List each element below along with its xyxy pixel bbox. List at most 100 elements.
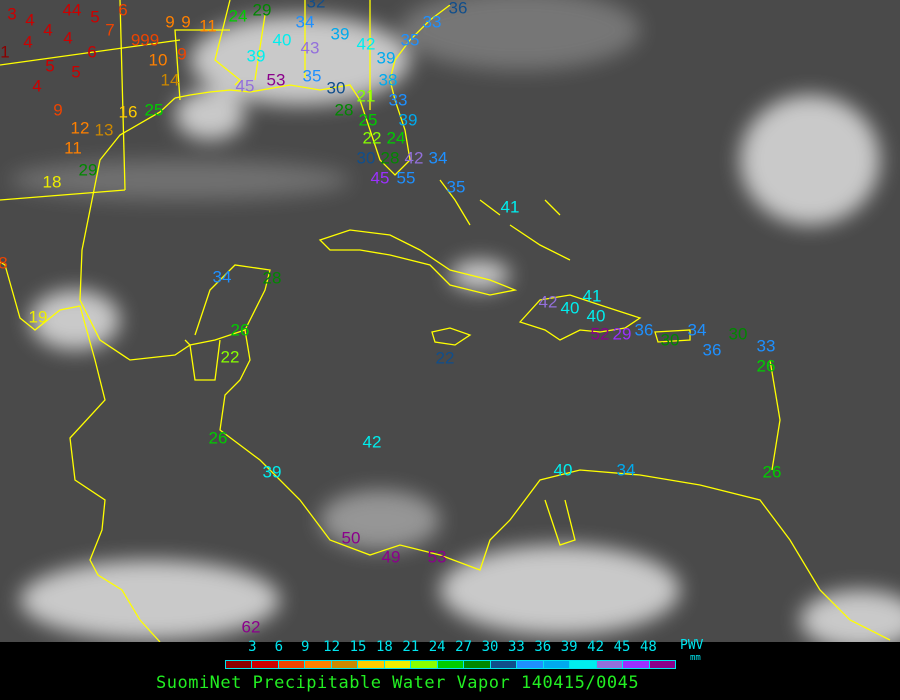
station-pwv-label: 39 xyxy=(262,462,282,482)
cloud-layer xyxy=(10,0,900,642)
station-pwv-label: 52 xyxy=(590,324,610,344)
station-pwv-label: 5 xyxy=(71,62,81,82)
legend-tick-label: 45 xyxy=(613,639,631,655)
station-pwv-label: 39 xyxy=(330,24,350,44)
station-pwv-label: 42 xyxy=(356,34,376,54)
station-pwv-label: 21 xyxy=(356,86,376,106)
station-pwv-label: 1 xyxy=(0,42,10,62)
station-pwv-label: 5 xyxy=(90,7,100,27)
station-pwv-label: 33 xyxy=(422,12,442,32)
legend-unit-sub: mm xyxy=(690,653,701,663)
station-pwv-label: 29 xyxy=(252,0,272,20)
station-pwv-label: 10 xyxy=(148,50,168,70)
legend-colorbar xyxy=(225,660,676,669)
station-pwv-label: 26 xyxy=(208,428,228,448)
legend-color-swatch xyxy=(649,661,675,668)
station-pwv-label: 33 xyxy=(756,336,776,356)
legend-color-swatch xyxy=(252,661,279,668)
station-pwv-label: 26 xyxy=(756,356,776,376)
station-pwv-label: 6 xyxy=(87,42,97,62)
legend-color-swatch xyxy=(490,661,518,668)
station-pwv-label: 34 xyxy=(687,320,707,340)
station-pwv-label: 50 xyxy=(341,528,361,548)
station-pwv-label: 34 xyxy=(616,460,636,480)
image-caption: SuomiNet Precipitable Water Vapor 140415… xyxy=(156,673,640,693)
station-pwv-label: 29 xyxy=(78,160,98,180)
station-pwv-label: 999 xyxy=(130,30,160,50)
station-pwv-label: 9 xyxy=(177,44,187,64)
station-pwv-label: 49 xyxy=(381,547,401,567)
legend-tick-label: 18 xyxy=(375,639,393,655)
station-pwv-label: 28 xyxy=(334,100,354,120)
legend-color-swatch xyxy=(331,661,359,668)
station-pwv-label: 53 xyxy=(427,547,447,567)
legend-tick-label: 42 xyxy=(587,639,605,655)
station-pwv-label: 9 xyxy=(53,100,63,120)
satellite-image: 3 4 44 5 6 7 999 9 9 11 4 4 4 1 6 5 5 4 10 9 14 9 12 13 16 25 11 29… xyxy=(0,0,900,642)
legend-color-swatch xyxy=(411,661,438,668)
station-pwv-label: 36 xyxy=(634,320,654,340)
station-pwv-label: 43 xyxy=(300,38,320,58)
station-pwv-label: 12 xyxy=(70,118,90,138)
station-pwv-label: 35 xyxy=(446,177,466,197)
station-pwv-label: 4 xyxy=(25,10,35,30)
legend-color-swatch xyxy=(384,661,412,668)
legend-unit-label: PWV xyxy=(680,638,704,653)
legend-tick-label: 15 xyxy=(349,639,367,655)
station-pwv-label: 32 xyxy=(306,0,326,12)
station-pwv-label: 22 xyxy=(220,347,240,367)
station-pwv-label: 42 xyxy=(362,432,382,452)
station-pwv-label: 40 xyxy=(553,460,573,480)
station-pwv-label: 29 xyxy=(612,324,632,344)
station-pwv-label: 7 xyxy=(105,20,115,40)
legend-color-swatch xyxy=(570,661,597,668)
legend-color-swatch xyxy=(517,661,544,668)
legend-color-swatch xyxy=(464,661,491,668)
station-pwv-label: 34 xyxy=(212,267,232,287)
legend-color-swatch xyxy=(358,661,385,668)
station-pwv-label: 14 xyxy=(160,70,180,90)
legend-tick-label: 9 xyxy=(300,639,310,655)
station-pwv-label: 13 xyxy=(94,120,114,140)
station-pwv-label: 39 xyxy=(246,46,266,66)
station-pwv-label: 11 xyxy=(64,138,82,158)
station-pwv-label: 30 xyxy=(728,324,748,344)
legend-tick-label: 27 xyxy=(455,639,473,655)
station-pwv-label: 40 xyxy=(272,30,292,50)
station-pwv-label: 26 xyxy=(230,320,250,340)
legend-tick-label: 24 xyxy=(428,639,446,655)
station-pwv-label: 33 xyxy=(388,90,408,110)
map-layer xyxy=(0,0,900,642)
legend-tick-label: 33 xyxy=(507,639,525,655)
station-pwv-label: 6 xyxy=(118,0,128,20)
legend-tick-label: 30 xyxy=(481,639,499,655)
station-pwv-label: 22 xyxy=(435,348,455,368)
legend-tick-label: 39 xyxy=(560,639,578,655)
legend-tick-label: 21 xyxy=(402,639,420,655)
station-pwv-label: 26 xyxy=(762,462,782,482)
station-pwv-label: 22 xyxy=(362,128,382,148)
station-pwv-label: 34 xyxy=(428,148,448,168)
station-pwv-label: 45 xyxy=(235,76,255,96)
station-pwv-label: 39 xyxy=(376,48,396,68)
legend-ticks: 3 6 9 12 15 18 21 24 27 30 33 36 39 42 45 48 xyxy=(226,639,676,655)
station-pwv-label: 3 xyxy=(7,4,17,24)
station-pwv-label: 4 xyxy=(43,20,53,40)
station-pwv-label: 44 xyxy=(62,0,82,20)
station-pwv-label: 35 xyxy=(302,66,322,86)
station-pwv-label: 28 xyxy=(262,268,282,288)
station-pwv-label: 30 xyxy=(660,330,680,350)
station-pwv-label: 8 xyxy=(0,253,8,273)
station-pwv-label: 9 xyxy=(165,12,175,32)
station-pwv-label: 25 xyxy=(358,110,378,130)
station-pwv-label: 55 xyxy=(396,168,416,188)
legend-color-swatch xyxy=(437,661,465,668)
station-pwv-label: 4 xyxy=(23,32,33,52)
station-pwv-label: 38 xyxy=(378,70,398,90)
station-pwv-label: 5 xyxy=(45,56,55,76)
station-pwv-label: 40 xyxy=(560,298,580,318)
legend-tick-label: 12 xyxy=(323,639,341,655)
station-pwv-label: 25 xyxy=(144,100,164,120)
legend-color-swatch xyxy=(596,661,624,668)
